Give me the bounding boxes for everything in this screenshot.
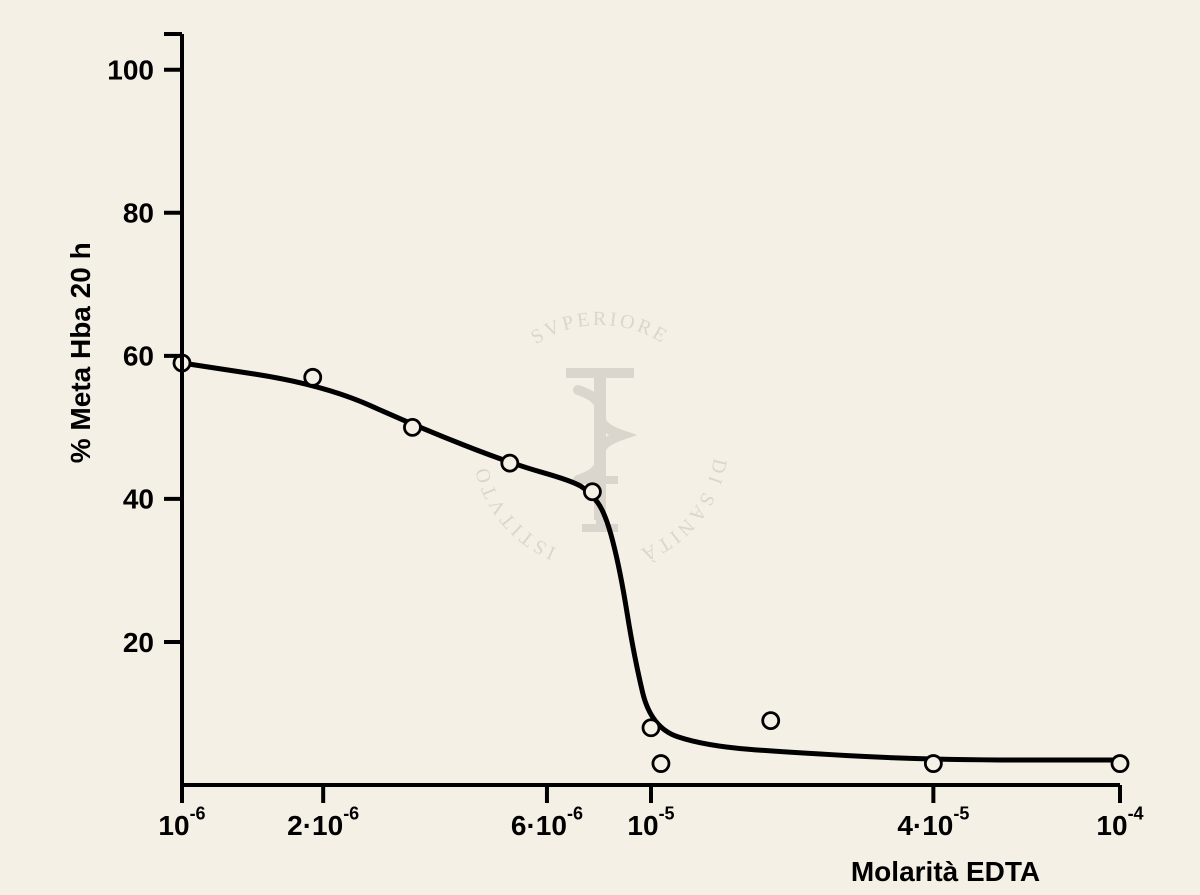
data-point	[584, 484, 600, 500]
x-axis-label: Molarità EDTA	[851, 856, 1040, 887]
data-point	[763, 713, 779, 729]
data-point	[404, 419, 420, 435]
data-point	[925, 756, 941, 772]
data-point	[1112, 756, 1128, 772]
y-tick-label: 60	[123, 341, 154, 372]
y-tick-label: 40	[123, 484, 154, 515]
y-axis-label: % Meta Hba 20 h	[65, 242, 96, 463]
chart-svg: SVPERIOREISTITVTODI SANITÀ2040608010010-…	[0, 0, 1200, 895]
data-point	[502, 455, 518, 471]
y-tick-label: 20	[123, 627, 154, 658]
data-point	[643, 720, 659, 736]
data-point	[653, 756, 669, 772]
y-tick-label: 100	[107, 55, 154, 86]
chart-container: SVPERIOREISTITVTODI SANITÀ2040608010010-…	[0, 0, 1200, 895]
data-point	[305, 369, 321, 385]
y-tick-label: 80	[123, 198, 154, 229]
